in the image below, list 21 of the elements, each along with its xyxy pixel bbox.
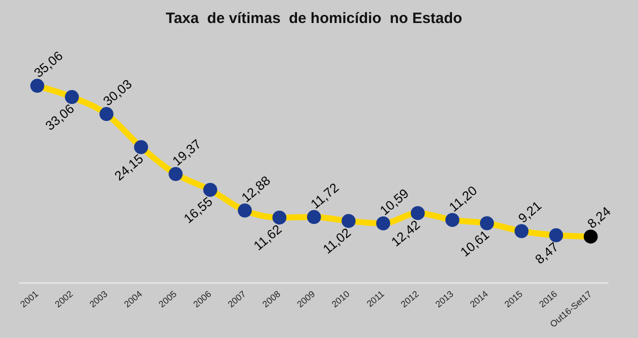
point: [410, 206, 425, 220]
point: [168, 167, 183, 182]
point: [134, 140, 148, 154]
data-label: 8,24: [584, 204, 614, 232]
point: [64, 90, 79, 104]
point: [272, 210, 286, 225]
point: [376, 216, 390, 230]
point: [480, 216, 494, 230]
point: [307, 210, 321, 224]
point: [342, 214, 356, 228]
point: [584, 230, 598, 244]
data-label: 8,47: [532, 239, 562, 267]
point: [99, 107, 114, 122]
point: [514, 224, 529, 238]
point: [203, 182, 218, 197]
point: [549, 228, 564, 242]
point: [30, 78, 44, 93]
point: [238, 204, 252, 218]
point: [445, 212, 460, 227]
data-label: 9,21: [515, 198, 544, 226]
chart-title: Taxa de vítimas de homicídio no Estado: [166, 10, 462, 28]
